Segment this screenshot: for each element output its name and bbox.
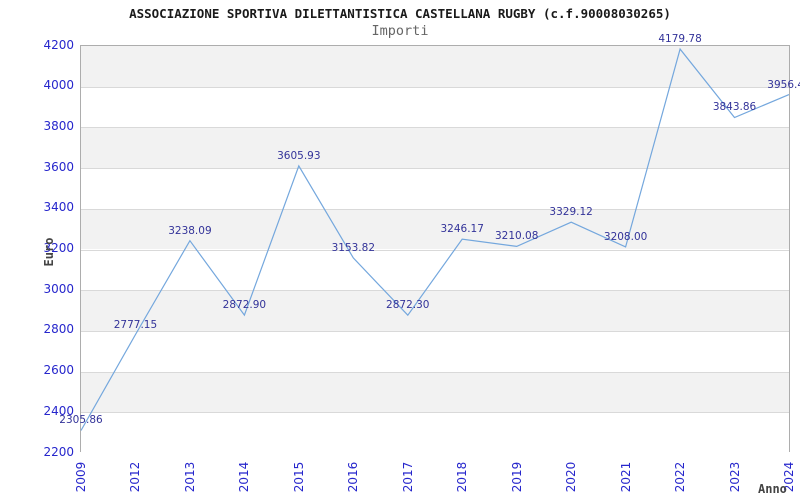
- x-tick-label: 2013: [182, 461, 197, 493]
- x-tick-label: 2021: [618, 461, 633, 493]
- plot-area: [80, 45, 790, 453]
- data-point-label: 2872.30: [386, 299, 430, 312]
- y-tick-label: 2600: [43, 363, 74, 378]
- plot-band: [81, 249, 789, 291]
- data-point-label: 3238.09: [168, 224, 212, 237]
- x-tick-label: 2022: [673, 461, 688, 493]
- y-tick-label: 2800: [43, 322, 74, 337]
- plot-band: [81, 127, 789, 169]
- x-axis-title: Anno: [758, 482, 787, 496]
- plot-band: [81, 168, 789, 209]
- gridline: [81, 290, 789, 292]
- data-point-label: 3329.12: [549, 206, 593, 219]
- data-point-label: 3843.86: [712, 101, 757, 114]
- data-point-label: 2872.90: [222, 299, 267, 312]
- x-tick-label: 2018: [455, 461, 470, 493]
- x-tick-label: 2014: [237, 461, 252, 493]
- y-tick-label: 3600: [43, 159, 74, 174]
- x-tick-label: 2016: [346, 461, 361, 493]
- data-point-label: 3208.00: [603, 230, 648, 243]
- y-tick-label: 4200: [43, 37, 74, 52]
- gridline: [81, 127, 789, 129]
- y-tick-label: 3200: [43, 241, 74, 255]
- x-tick-label: 2017: [400, 461, 415, 493]
- plot-band: [81, 86, 789, 128]
- y-tick-label: 4000: [43, 78, 74, 93]
- plot-band: [81, 412, 789, 453]
- plot-band: [81, 371, 789, 413]
- gridline: [81, 86, 789, 88]
- y-tick-label: 3800: [43, 118, 74, 133]
- data-point-label: 4179.78: [658, 33, 702, 46]
- data-point-label: 3956.44: [767, 78, 800, 91]
- x-tick-label: 2019: [509, 461, 524, 493]
- x-tick-label: 2012: [128, 461, 143, 493]
- x-tick-label: 2020: [564, 461, 579, 493]
- chart-subtitle: Importi: [371, 23, 429, 39]
- x-tick-label: 2009: [74, 461, 88, 493]
- gridline: [81, 371, 789, 373]
- gridline: [81, 168, 789, 170]
- plot-band: [81, 46, 789, 87]
- x-tick-label: 2023: [727, 461, 742, 493]
- gridline: [81, 208, 789, 210]
- y-tick-label: 2400: [43, 403, 74, 418]
- y-tick-label: 2200: [43, 444, 74, 459]
- chart-title: ASSOCIAZIONE SPORTIVA DILETTANTISTICA CA…: [129, 6, 671, 21]
- x-tick-label: 2015: [291, 461, 306, 493]
- y-tick-label: 3400: [43, 200, 74, 215]
- y-axis-title: Euro: [42, 237, 56, 267]
- data-point-label: 3605.93: [277, 149, 321, 162]
- data-point-label: 2305.86: [59, 414, 103, 427]
- gridline: [81, 330, 789, 332]
- gridline: [81, 412, 789, 414]
- data-point-label: 3153.82: [331, 241, 375, 254]
- data-point-label: 3210.08: [494, 230, 539, 243]
- data-point-label: 3246.17: [440, 223, 484, 236]
- gridline: [81, 249, 789, 251]
- data-point-label: 2777.15: [113, 318, 158, 331]
- plot-band: [81, 330, 789, 372]
- y-tick-label: 3000: [43, 281, 74, 296]
